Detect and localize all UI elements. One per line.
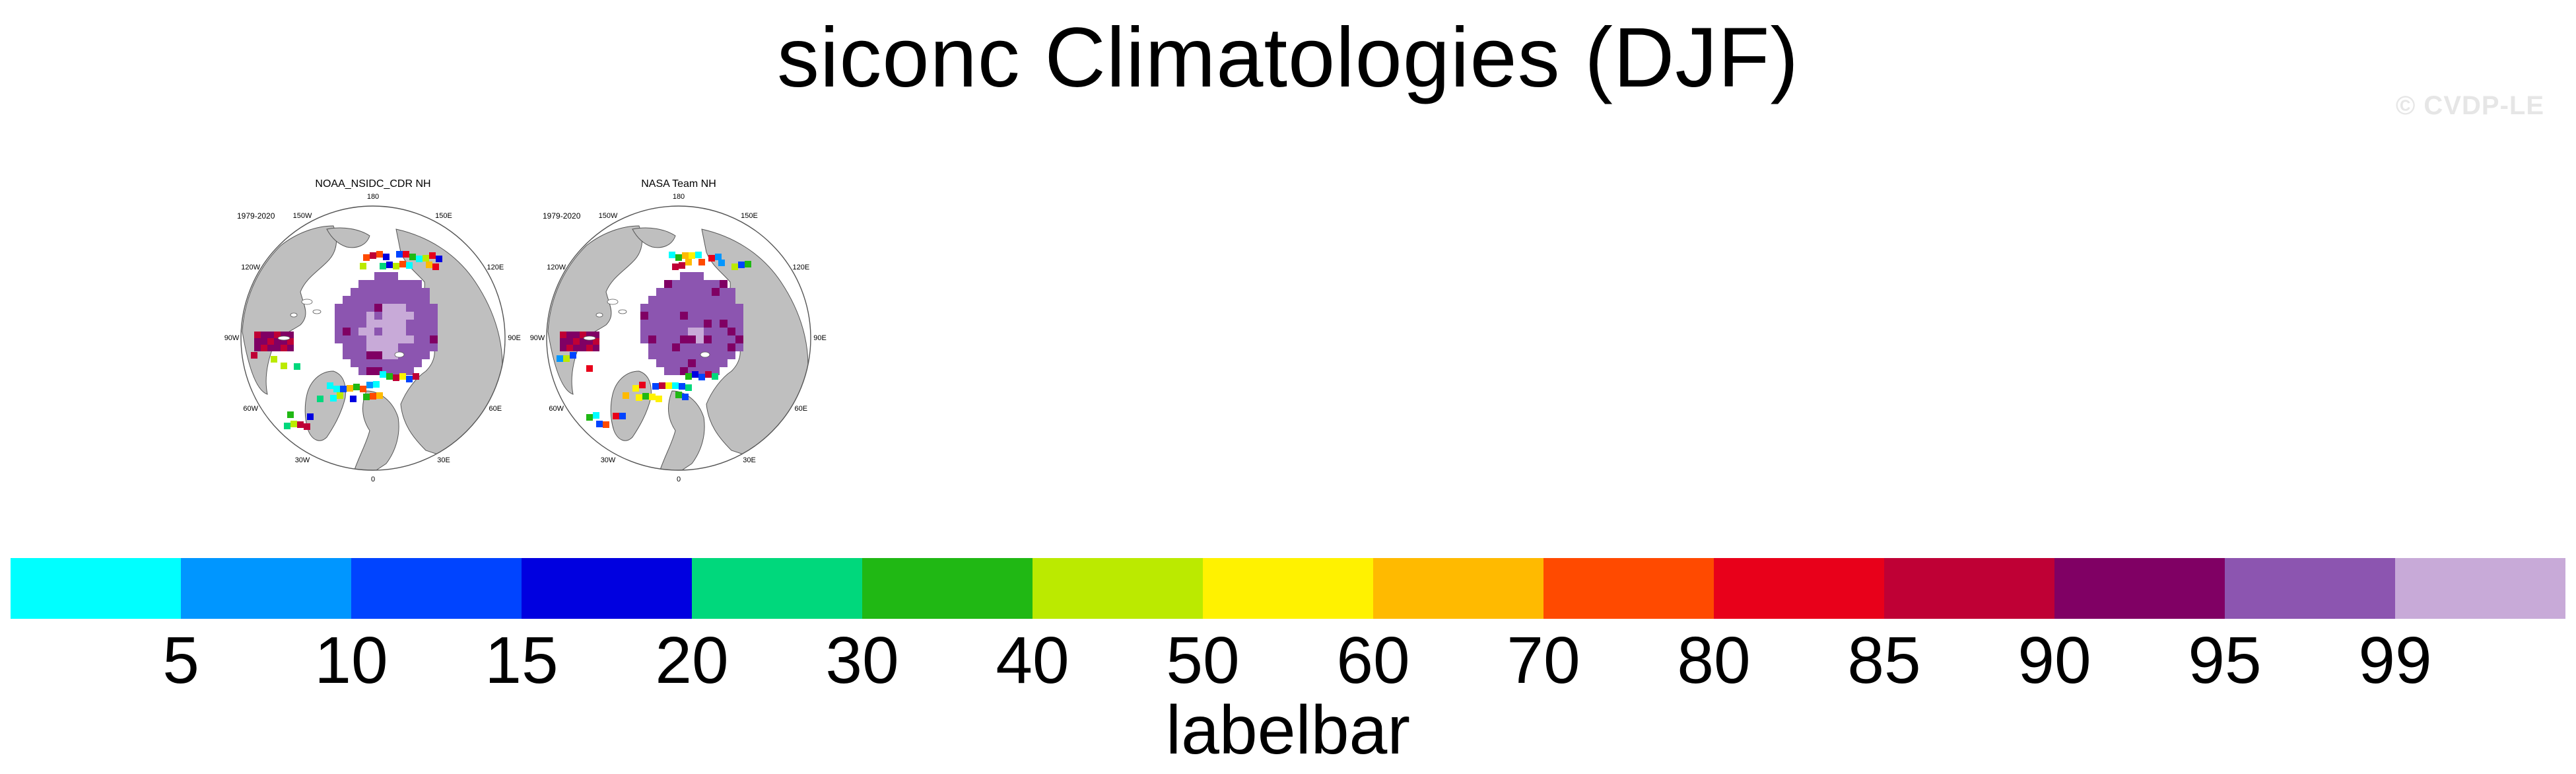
- labelbar-swatch: [11, 558, 181, 619]
- labelbar-swatch: [2054, 558, 2225, 619]
- labelbar-tick-label: 30: [825, 623, 899, 697]
- longitude-label: 0: [370, 475, 376, 483]
- longitude-label: 90W: [224, 334, 240, 342]
- land-mass: [632, 227, 676, 248]
- labelbar-tick-label: 70: [1507, 623, 1580, 697]
- panel-period: 1979-2020: [543, 211, 581, 221]
- labelbar-tick-label: 50: [1166, 623, 1240, 697]
- longitude-label: 30W: [294, 456, 310, 465]
- land-mass: [242, 225, 337, 395]
- labelbar-swatch: [862, 558, 1033, 619]
- longitude-label: 150W: [292, 211, 312, 220]
- labelbar-tick-label: 95: [2188, 623, 2262, 697]
- longitude-label: 90W: [529, 334, 545, 342]
- labelbar: [11, 558, 2565, 619]
- ice-edge-cells: [557, 252, 751, 428]
- land-mass: [610, 370, 652, 441]
- longitude-label: 150W: [598, 211, 618, 220]
- map-panel-noaa-nsidc: NOAA_NSIDC_CDR NH 1979-2020 180 150E 120E 9…: [224, 173, 521, 483]
- labelbar-tick-label: 60: [1336, 623, 1410, 697]
- longitude-label: 180: [366, 193, 380, 201]
- map-panel-nasa-team: NASA Team NH 1979-2020 180 150E 120E 90E 60E…: [529, 173, 827, 483]
- labelbar-swatch: [522, 558, 692, 619]
- labelbar-tick-label: 90: [2017, 623, 2091, 697]
- land-mass: [353, 390, 399, 470]
- panel-title: NOAA_NSIDC_CDR NH: [315, 178, 431, 190]
- labelbar-swatch: [1203, 558, 1373, 619]
- labelbar-tick-label: 15: [485, 623, 559, 697]
- labelbar-tick-label: 10: [314, 623, 388, 697]
- map-outline: [240, 205, 506, 471]
- longitude-label: 150E: [741, 211, 758, 220]
- labelbar-tick-label: 5: [162, 623, 199, 697]
- longitude-label: 90E: [508, 334, 521, 342]
- islands: [583, 299, 710, 358]
- labelbar-tick-label: 20: [655, 623, 729, 697]
- panel-title: NASA Team NH: [641, 178, 716, 190]
- longitude-label: 30W: [600, 456, 616, 465]
- islands: [277, 299, 405, 358]
- labelbar-swatch: [1373, 558, 1543, 619]
- labelbar-tick-label: 80: [1677, 623, 1751, 697]
- sea-ice-core: [640, 272, 743, 375]
- panel-period: 1979-2020: [237, 211, 275, 221]
- land-mass: [326, 227, 370, 248]
- polar-stereographic-map: [240, 205, 506, 471]
- labelbar-title: labelbar: [1165, 692, 1411, 769]
- labelbar-tick-label: 40: [996, 623, 1069, 697]
- labelbar-swatch: [1543, 558, 1714, 619]
- longitude-label: 120W: [547, 264, 566, 271]
- watermark: © CVDP-LE: [2395, 91, 2544, 120]
- longitude-label: 0: [676, 475, 681, 483]
- longitude-label: 180: [672, 193, 685, 201]
- longitude-label: 90E: [813, 334, 827, 342]
- longitude-label: 120W: [241, 264, 261, 271]
- labelbar-tick-label: 99: [2358, 623, 2432, 697]
- longitude-label: 30E: [437, 456, 450, 465]
- longitude-label: 60W: [243, 405, 258, 413]
- labelbar-swatch: [2225, 558, 2395, 619]
- labelbar-swatch: [1884, 558, 2054, 619]
- longitude-label: 150E: [435, 211, 452, 220]
- sea-ice-core: [335, 272, 438, 375]
- longitude-label: 120E: [487, 264, 504, 271]
- labelbar-swatch: [692, 558, 862, 619]
- land-mass: [658, 390, 705, 470]
- map-outline: [546, 205, 811, 471]
- longitude-label: 30E: [743, 456, 756, 465]
- longitude-label: 60E: [794, 405, 808, 413]
- polar-stereographic-map: [546, 205, 811, 471]
- longitude-label: 60W: [549, 405, 564, 413]
- longitude-label: 120E: [792, 264, 810, 271]
- labelbar-tick-label: 85: [1847, 623, 1921, 697]
- labelbar-swatch: [2395, 558, 2565, 619]
- labelbar-tick-labels: 5 10 15 20 30 40 50 60 70 80 85 90 95 99: [0, 624, 2576, 697]
- labelbar-swatch: [351, 558, 522, 619]
- longitude-label: 60E: [489, 405, 502, 413]
- labelbar-swatch: [1033, 558, 1203, 619]
- ice-edge-cells: [251, 251, 442, 430]
- page-title: siconc Climatologies (DJF): [776, 11, 1800, 105]
- labelbar-swatch: [181, 558, 351, 619]
- labelbar-swatch: [1714, 558, 1884, 619]
